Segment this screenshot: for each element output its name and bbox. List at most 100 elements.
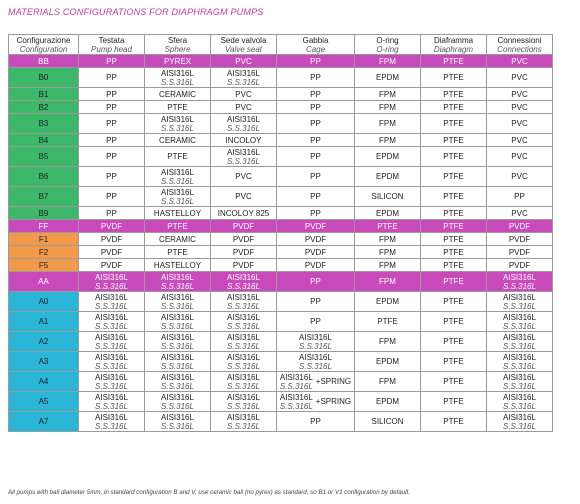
material-label: PVC <box>235 102 252 112</box>
material-label: PTFE <box>443 135 464 145</box>
material-cell: PP <box>78 54 145 68</box>
material-cell: AISI316L S.S.316L <box>144 351 211 372</box>
table-row: F1 PVDF CERAMIC PVDF PVDF FPM PTFE PVDF <box>8 232 553 246</box>
material-label: PVDF <box>232 221 255 231</box>
material-cell: PVC <box>210 166 277 187</box>
material-cell: PVC <box>486 67 553 88</box>
material-cell: AISI316L S.S.316L <box>210 351 277 372</box>
material-cell: PP <box>276 411 355 432</box>
material-cell: AISI316L S.S.316L <box>486 411 553 432</box>
material-cell: AISI316L S.S.316L <box>210 67 277 88</box>
material-cell: PVDF <box>78 232 145 246</box>
column-header: Configurazione Configuration <box>8 34 79 55</box>
material-label: PP <box>106 73 117 82</box>
material-label: AISI316L <box>503 332 536 342</box>
material-cell: AISI316L S.S.316L <box>210 331 277 352</box>
table-row: A5 AISI316L S.S.316L AISI316L S.S.316L AISI31… <box>8 391 553 412</box>
configuration-code: B6 <box>8 166 79 187</box>
configuration-code: A2 <box>8 331 79 352</box>
material-label: PP <box>514 192 525 201</box>
material-cell: EPDM <box>354 391 421 412</box>
configuration-code: B5 <box>8 146 79 167</box>
material-block: AISI316L S.S.316L <box>227 148 260 166</box>
material-label: PVC <box>511 152 528 161</box>
material-cell: PVDF <box>276 232 355 246</box>
material-label: PVC <box>511 56 528 66</box>
material-cell: PVC <box>486 166 553 187</box>
column-header-label: Sede valvola <box>220 35 267 45</box>
table-row: A2 AISI316L S.S.316L AISI316L S.S.316L AISI31… <box>8 331 553 352</box>
material-cell: AISI316L S.S.316L <box>144 311 211 332</box>
table-row: B0 PP AISI316L S.S.316L AISI316L S.S.316L PP EP… <box>8 67 553 88</box>
material-label: PVC <box>511 119 528 128</box>
material-label: AISI316L <box>227 352 260 362</box>
material-cell: PTFE <box>420 100 487 114</box>
material-cell: PTFE <box>420 371 487 392</box>
material-label: PTFE <box>167 247 188 257</box>
material-cell: PVC <box>210 100 277 114</box>
material-label: AISI316L <box>503 392 536 402</box>
column-header-sublabel: Configuration <box>19 44 68 54</box>
material-label: CERAMIC <box>159 234 196 244</box>
material-sublabel: S.S.316L <box>95 281 128 291</box>
material-sublabel: S.S.316L <box>161 341 194 351</box>
material-block: AISI316L S.S.316L <box>227 273 260 291</box>
material-label: SILICON <box>371 417 404 426</box>
material-cell: PVDF <box>210 245 277 259</box>
material-label: AISI316L <box>227 412 260 422</box>
material-cell: PVDF <box>276 219 355 233</box>
material-label: INCOLOY 825 <box>217 208 270 218</box>
material-block: AISI316L S.S.316L <box>95 293 128 311</box>
table-body: BB PP PYREX PVC PP FPM PTFE PVC B0 PP AISI316L S.S.… <box>8 54 553 432</box>
material-cell: PTFE <box>420 291 487 312</box>
material-label: EPDM <box>375 152 400 161</box>
material-label: AISI316L <box>161 272 194 282</box>
material-cell: PVC <box>210 186 277 207</box>
material-label: AISI316L <box>279 372 313 382</box>
material-block: AISI316L S.S.316L <box>227 353 260 371</box>
material-sublabel: S.S.316L <box>227 421 260 431</box>
material-cell: FPM <box>354 271 421 292</box>
material-label: PVDF <box>508 247 531 257</box>
material-block: AISI316L S.S.316L <box>227 115 260 133</box>
material-cell: PTFE <box>420 186 487 207</box>
material-sublabel: S.S.316L <box>279 381 313 391</box>
material-block: AISI316L S.S.316L <box>299 333 332 351</box>
material-cell: AISI316L S.S.316L <box>144 391 211 412</box>
material-label: AISI316L <box>227 68 260 78</box>
material-cell: AISI316L S.S.316L <box>144 271 211 292</box>
material-cell: PVDF <box>486 258 553 272</box>
material-block: AISI316L S.S.316L <box>95 313 128 331</box>
material-cell: PTFE <box>420 391 487 412</box>
material-cell: PTFE <box>420 232 487 246</box>
material-cell: PVC <box>486 87 553 101</box>
material-label: PTFE <box>377 317 398 326</box>
material-cell: EPDM <box>354 166 421 187</box>
material-sublabel: S.S.316L <box>503 421 536 431</box>
column-header: Diaframma Diaphragm <box>420 34 487 55</box>
material-cell: PP <box>276 206 355 220</box>
column-header: Gabbia Cage <box>276 34 355 55</box>
configuration-code: A5 <box>8 391 79 412</box>
material-cell: PTFE <box>420 67 487 88</box>
material-cell: PTFE <box>420 146 487 167</box>
material-label: PVC <box>511 135 528 145</box>
material-sublabel: S.S.316L <box>95 321 128 331</box>
column-header-label: Sfera <box>167 35 188 45</box>
material-sublabel: S.S.316L <box>161 321 194 331</box>
page-title: MATERIALS CONFIGURATIONS FOR DIAPHRAGM P… <box>8 7 264 17</box>
material-cell: AISI316L S.S.316L <box>144 371 211 392</box>
table-row: B6 PP AISI316L S.S.316L PVC PP EPDM PTFE PVC <box>8 166 553 187</box>
material-sublabel: S.S.316L <box>279 401 313 411</box>
material-cell: AISI316L S.S.316L <box>486 391 553 412</box>
column-header: Sfera Sphere <box>144 34 211 55</box>
material-cell: PTFE <box>420 87 487 101</box>
material-sublabel: S.S.316L <box>161 301 194 311</box>
material-cell: PTFE <box>144 146 211 167</box>
material-cell: PYREX <box>144 54 211 68</box>
material-block: AISI316L S.S.316L <box>503 413 536 431</box>
material-label: FPM <box>379 260 396 270</box>
material-block: AISI316L S.S.316L <box>227 393 260 411</box>
material-cell: AISI316L S.S.316L <box>210 113 277 134</box>
material-cell: AISI316L S.S.316L <box>210 411 277 432</box>
